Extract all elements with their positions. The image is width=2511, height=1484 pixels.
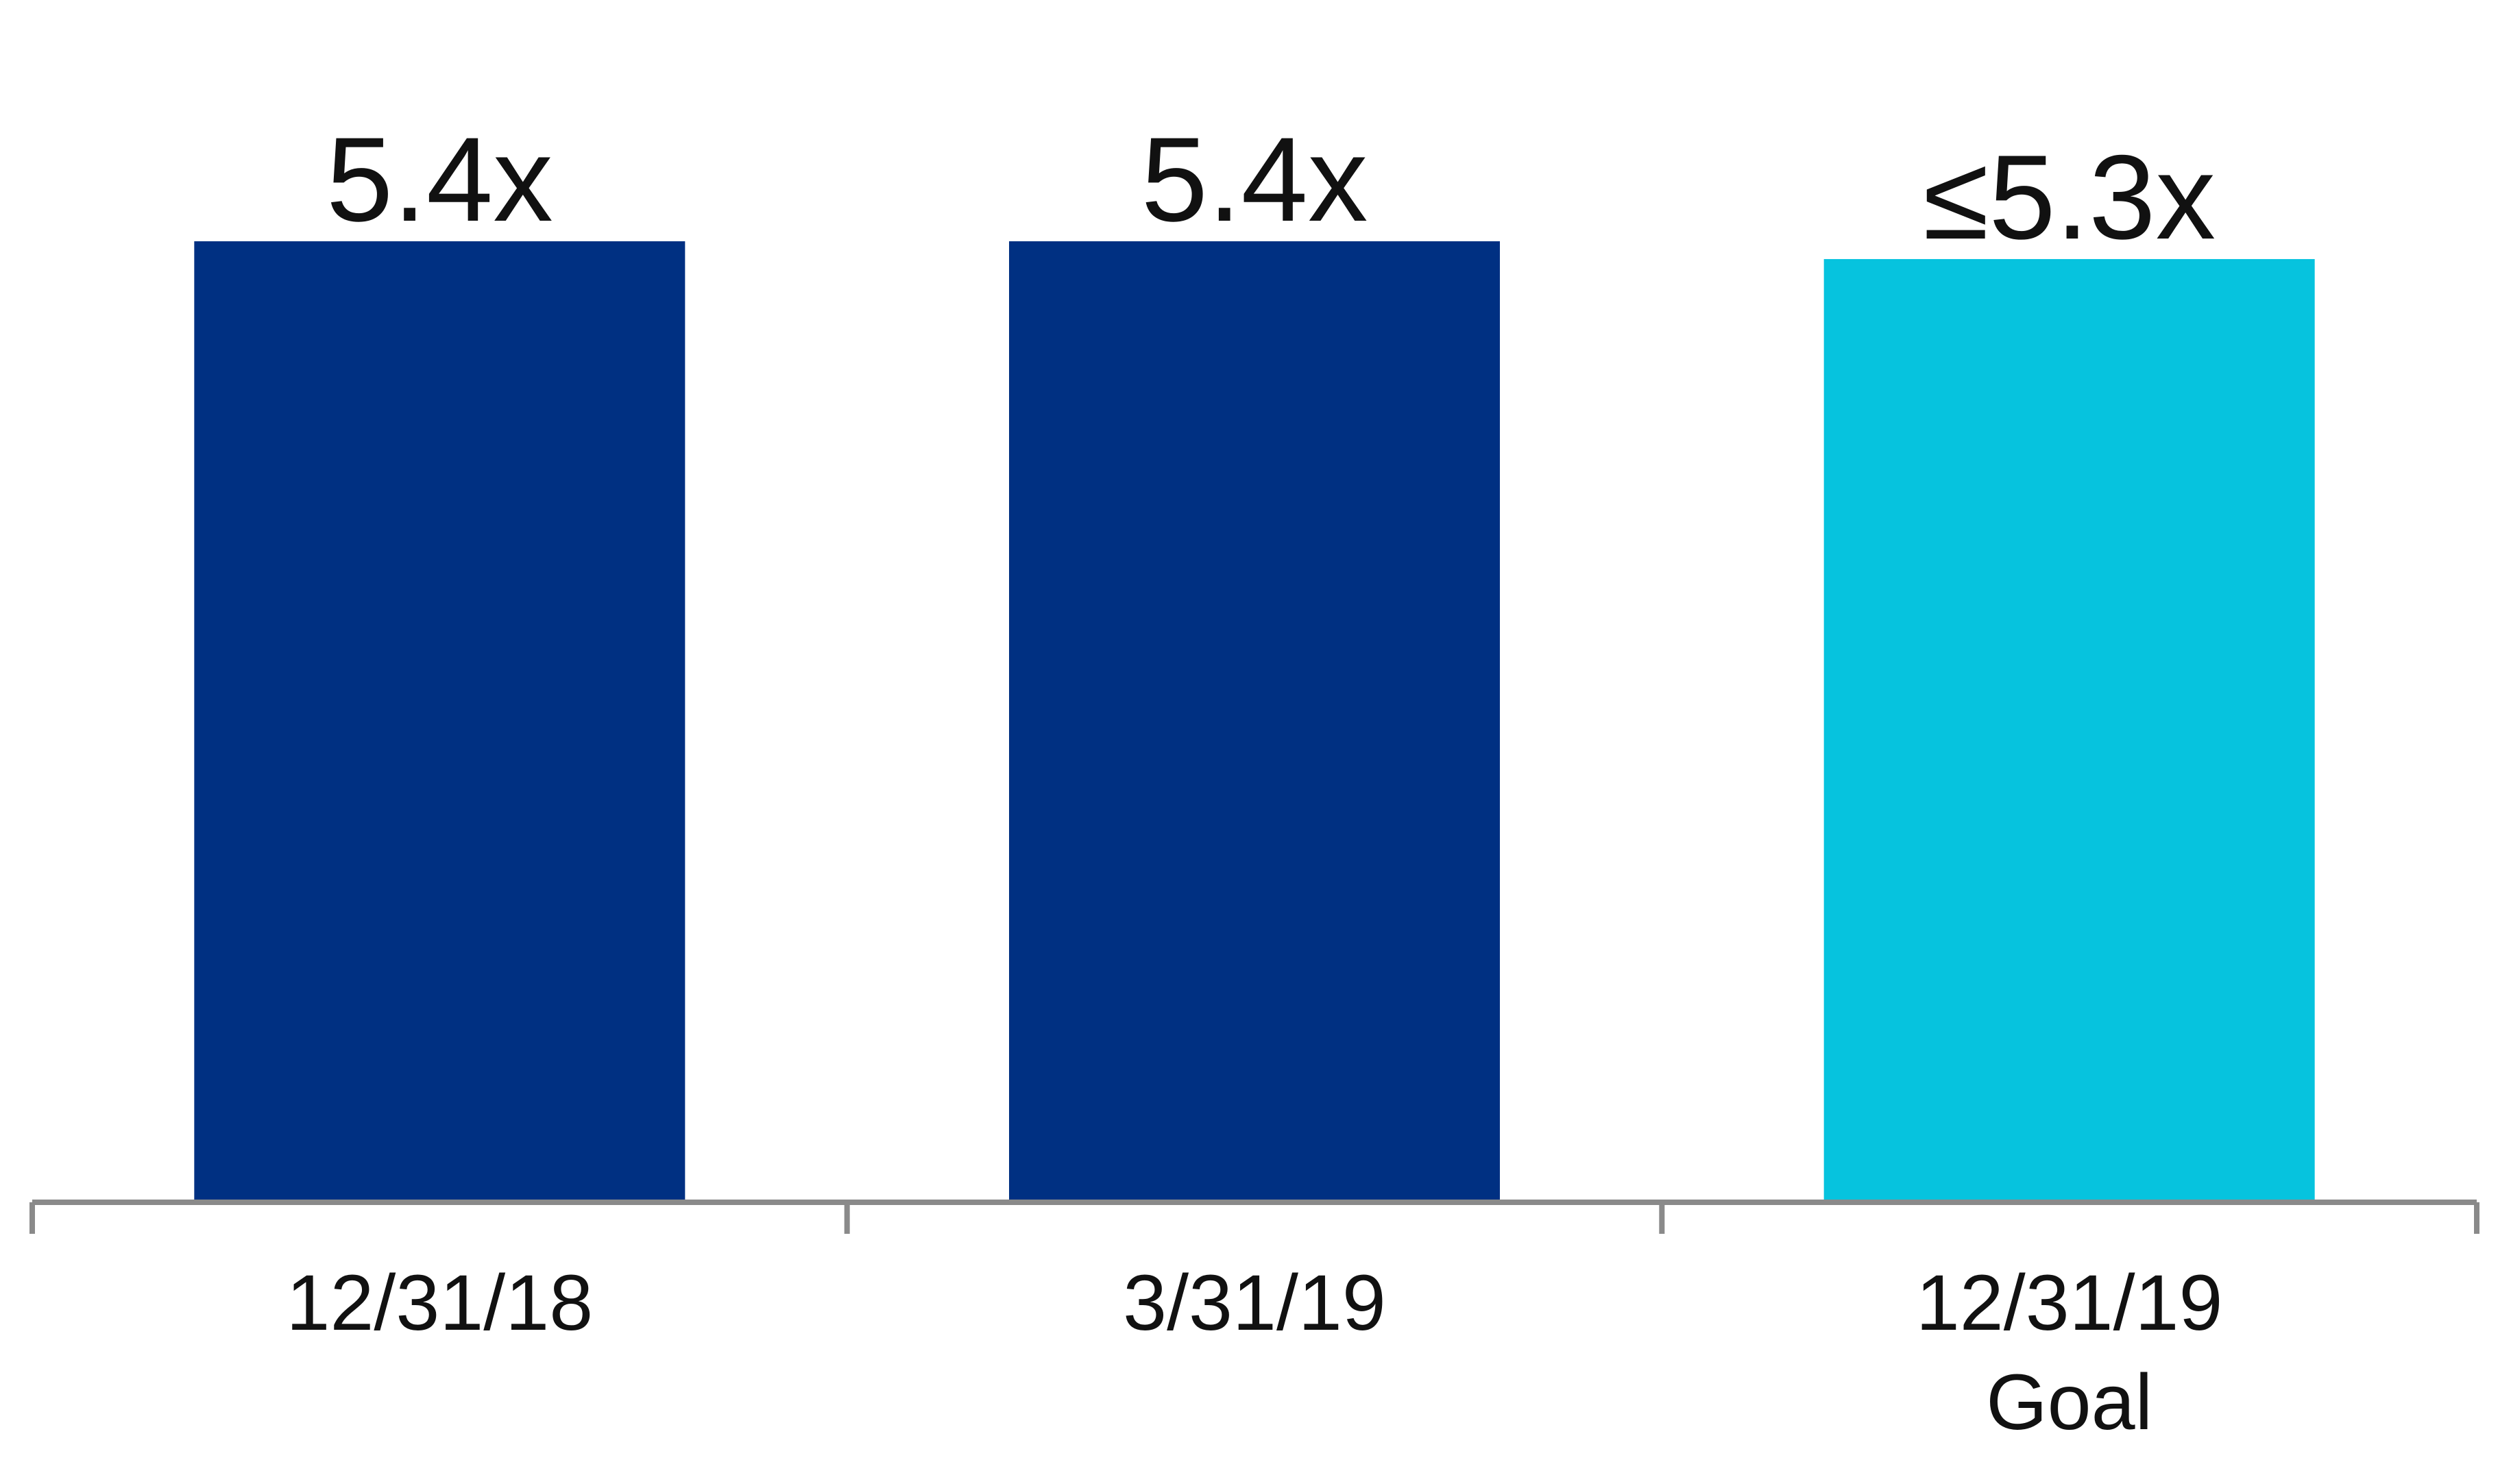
bar-1 xyxy=(194,241,686,1202)
bar-2 xyxy=(1009,241,1500,1202)
x-axis xyxy=(29,1200,2479,1234)
data-label-2: 5.4x xyxy=(1141,113,1368,247)
x-tick-label-3: 12/31/19 xyxy=(1916,1259,2223,1347)
labels-layer: 5.4x 12/31/18 5.4x 3/31/19 ≤5.3x 12/31/19 Goal xyxy=(287,113,2223,1446)
data-label-1: 5.4x xyxy=(326,113,553,247)
bar-3 xyxy=(1823,258,2315,1203)
bars-layer xyxy=(194,241,2315,1203)
data-label-3: ≤5.3x xyxy=(1923,131,2216,265)
x-tick-label-2: 3/31/19 xyxy=(1123,1259,1386,1347)
x-tick-sublabel-3: Goal xyxy=(1986,1359,2152,1446)
x-tick-label-1: 12/31/18 xyxy=(287,1259,594,1347)
